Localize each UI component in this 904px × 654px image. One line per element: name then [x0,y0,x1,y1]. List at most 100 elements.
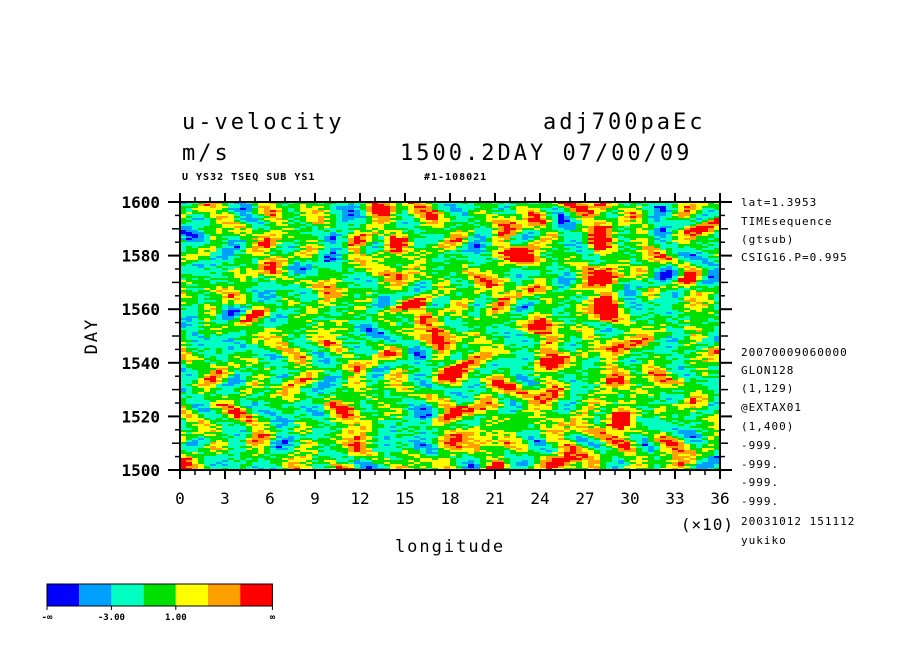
heatmap-cell [600,212,607,215]
heatmap-cell [258,248,265,251]
heatmap-cell [192,232,199,235]
heatmap-cell [630,248,637,251]
heatmap-cell [396,278,403,281]
heatmap-cell [582,266,589,269]
heatmap-cell [402,214,409,217]
heatmap-cell [330,280,337,283]
heatmap-cell [504,222,511,225]
heatmap-cell [234,256,241,259]
heatmap-cell [246,260,253,263]
heatmap-cell [186,222,193,225]
heatmap-cell [480,212,487,215]
heatmap-cell [402,262,409,265]
heatmap-cell [468,280,475,283]
heatmap-cell [366,208,373,211]
heatmap-cell [414,266,421,269]
heatmap-cell [528,276,535,279]
heatmap-cell [240,286,247,289]
heatmap-cell [372,270,379,273]
heatmap-cell [594,254,601,257]
heatmap-cell [180,276,187,279]
heatmap-cell [444,222,451,225]
heatmap-cell [564,232,571,235]
heatmap-cell [258,264,265,267]
heatmap-cell [570,270,577,273]
heatmap-cell [462,252,469,255]
heatmap-cell [480,234,487,237]
heatmap-cell [264,234,271,237]
heatmap-cell [426,264,433,267]
heatmap-cell [528,240,535,243]
heatmap-cell [660,242,667,245]
heatmap-cell [492,212,499,215]
heatmap-cell [216,280,223,283]
heatmap-cell [600,230,607,233]
heatmap-cell [660,234,667,237]
heatmap-cell [696,208,703,211]
heatmap-cell [690,262,697,265]
heatmap-cell [222,250,229,253]
heatmap-cell [564,224,571,227]
subtitle-left: U YS32 TSEQ SUB YS1 [182,172,316,183]
heatmap-cell [438,258,445,261]
heatmap-cell [438,252,445,255]
heatmap-cell [204,244,211,247]
heatmap-cell [666,228,673,231]
heatmap-cell [234,252,241,255]
heatmap-cell [534,256,541,259]
heatmap-cell [372,272,379,275]
heatmap-cell [612,230,619,233]
heatmap-cell [600,224,607,227]
heatmap-cell [276,212,283,215]
heatmap-cell [534,212,541,215]
heatmap-cell [594,218,601,221]
heatmap-cell [540,272,547,275]
heatmap-cell [624,246,631,249]
heatmap-cell [336,268,343,271]
heatmap-cell [504,236,511,239]
heatmap-cell [636,278,643,281]
heatmap-cell [672,236,679,239]
heatmap-cell [402,250,409,253]
heatmap-cell [288,236,295,239]
heatmap-cell [510,206,517,209]
heatmap-cell [384,272,391,275]
heatmap-cell [540,238,547,241]
heatmap-cell [240,236,247,239]
heatmap-cell [372,214,379,217]
heatmap-cell [642,204,649,207]
heatmap-cell [480,256,487,259]
heatmap-cell [660,212,667,215]
heatmap-cell [702,268,709,271]
heatmap-cell [552,220,559,223]
heatmap-cell [402,202,409,205]
heatmap-cell [624,250,631,253]
heatmap-cell [504,254,511,257]
heatmap-cell [252,224,259,227]
heatmap-cell [456,276,463,279]
heatmap-cell [264,212,271,215]
heatmap-cell [360,272,367,275]
heatmap-cell [654,218,661,221]
heatmap-cell [528,222,535,225]
heatmap-cell [528,218,535,221]
heatmap-cell [444,270,451,273]
heatmap-cell [318,224,325,227]
heatmap-cell [204,254,211,257]
heatmap-cell [708,256,715,259]
heatmap-cell [624,240,631,243]
heatmap-cell [432,228,439,231]
heatmap-cell [282,212,289,215]
heatmap-cell [612,236,619,239]
heatmap-cell [660,276,667,279]
heatmap-cell [354,224,361,227]
heatmap-cell [192,202,199,205]
heatmap-cell [714,230,721,233]
heatmap-cell [354,228,361,231]
heatmap-cell [342,276,349,279]
heatmap-cell [660,224,667,227]
heatmap-cell [270,234,277,237]
heatmap-cell [540,258,547,261]
heatmap-cell [582,230,589,233]
heatmap-cell [228,222,235,225]
